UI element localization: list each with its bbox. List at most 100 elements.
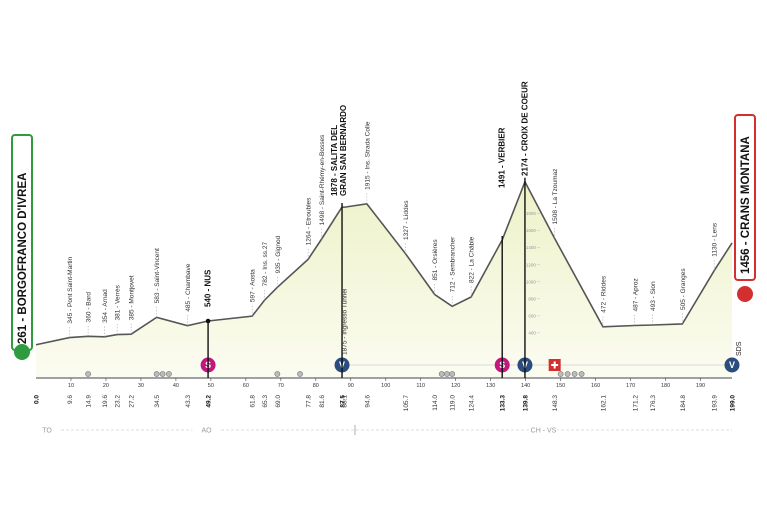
km-label: 27.2 — [129, 395, 136, 408]
icon — [14, 344, 30, 360]
point-label: 822 - La Châble — [469, 236, 476, 283]
y-tick-label: 600 — [528, 313, 536, 318]
km-label: 119.0 — [450, 395, 457, 411]
km-label: 77.8 — [306, 395, 313, 408]
point-dot — [205, 318, 211, 324]
km-label: 0.0 — [34, 395, 41, 404]
km-label: 9.6 — [67, 395, 74, 404]
x-tick-label: 50 — [208, 383, 214, 389]
km-label: 133.3 — [500, 395, 507, 412]
point-label: 345 - Pont Saint-Martin — [67, 256, 74, 323]
y-tick-label: 1600 — [526, 228, 537, 233]
km-label: 176.3 — [650, 395, 657, 412]
x-tick-label: 170 — [626, 383, 635, 389]
point-label: 2174 - CROIX DE COEUR — [520, 81, 529, 176]
km-label: 43.3 — [185, 395, 192, 408]
x-tick-label: 70 — [278, 383, 284, 389]
km-label: 199.0 — [730, 395, 737, 412]
x-tick-label: 80 — [313, 383, 319, 389]
km-label: 61.8 — [250, 395, 257, 408]
marker-dot — [166, 371, 172, 377]
km-label: 162.1 — [600, 395, 607, 412]
region-label: CH - VS — [531, 428, 557, 435]
y-tick-label: 1200 — [526, 262, 537, 267]
endpoint-label: 1456 - CRANS MONTANA — [740, 136, 752, 274]
icon-glyph: V — [729, 360, 735, 370]
x-tick-label: 190 — [696, 383, 705, 389]
y-tick-label: 800 — [528, 296, 536, 301]
marker-dot — [274, 371, 281, 377]
marker-dot — [153, 371, 160, 377]
point-label: 505 - Granges — [680, 268, 687, 310]
marker-dot — [159, 371, 166, 377]
point-label: 1508 - La Tzoumaz — [552, 169, 559, 225]
point-label: 1915 - Ins. Strada Colle — [364, 121, 371, 190]
km-label: 65.3 — [262, 395, 269, 408]
x-tick-label: 100 — [381, 383, 390, 389]
point-label: 597 - Aosta — [250, 269, 257, 302]
km-label: 184.8 — [680, 395, 687, 412]
marker-dot — [449, 371, 456, 377]
point-label: 1491 - VERBIER — [498, 127, 507, 188]
point-label: 1878 - SALITA DEL — [330, 125, 339, 196]
profile-line — [35, 179, 733, 346]
y-tick-label: 400 — [528, 330, 536, 335]
marker-dot — [578, 371, 585, 377]
point-label: 485 - Chambave — [185, 263, 192, 311]
point-label: 712 - Sembrancher — [450, 236, 457, 292]
region-label: AO — [201, 428, 212, 435]
x-tick-label: 20 — [103, 383, 109, 389]
point-label: 487 - Aproz — [632, 278, 639, 311]
point-label: 472 - Riddes — [600, 275, 607, 313]
km-label: 124.4 — [469, 395, 476, 412]
point-label: 782 - Ins. ss.27 — [262, 242, 269, 287]
region-label: TO — [42, 428, 52, 435]
point-label: 935 - Gignod — [275, 235, 282, 273]
marker-dot — [571, 371, 578, 377]
km-label: 81.6 — [319, 395, 326, 408]
km-label: 69.0 — [275, 395, 282, 408]
icon-glyph — [551, 361, 559, 369]
region-bg — [529, 425, 558, 435]
y-tick-label: 1400 — [526, 245, 537, 250]
km-label: 88.1 — [342, 395, 349, 408]
x-tick-label: 10 — [68, 383, 74, 389]
icon — [737, 286, 753, 302]
region-bg — [33, 425, 61, 435]
x-tick-label: 160 — [591, 383, 600, 389]
point-label: GRAN SAN BERNARDO — [339, 105, 348, 196]
point-label: 493 - Sion — [650, 281, 657, 311]
km-label: 49.2 — [206, 395, 213, 408]
point-label: 583 - Saint-Vincent — [154, 248, 161, 303]
km-label: 139.8 — [522, 395, 529, 412]
x-tick-label: 130 — [486, 383, 495, 389]
y-tick-label: 1000 — [526, 279, 537, 284]
x-tick-label: 110 — [416, 383, 425, 389]
region-bg — [192, 425, 221, 435]
km-label: 114.0 — [432, 395, 439, 411]
km-label: 105.7 — [403, 395, 410, 412]
x-tick-label: 60 — [243, 383, 249, 389]
point-label: 360 - Bard — [86, 292, 93, 323]
marker-dot — [85, 371, 92, 377]
point-label: 1327 - Liddes — [403, 200, 410, 240]
point-label: 1130 - Lens — [712, 222, 719, 257]
km-label: 171.2 — [632, 395, 639, 412]
km-label: 193.9 — [712, 395, 719, 412]
x-tick-label: 90 — [348, 383, 354, 389]
endpoint-label: 261 - BORGOFRANCO D'IVREA — [17, 173, 29, 344]
marker-dot — [557, 371, 564, 377]
point-label: 385 - Montjovet — [129, 275, 136, 320]
point-label: 1875 - Ingresso Tunnel — [342, 288, 349, 355]
y-tick-label: 1800 — [526, 211, 537, 216]
km-label: 14.9 — [86, 395, 93, 408]
km-label: 19.6 — [102, 395, 109, 408]
marker-dot — [438, 371, 445, 377]
x-tick-label: 30 — [138, 383, 144, 389]
point-label: 381 - Verrès — [115, 284, 122, 320]
point-label: 851 - Orsières — [432, 239, 439, 281]
km-label: 34.5 — [154, 395, 161, 408]
x-tick-label: 40 — [173, 383, 179, 389]
x-tick-label: 120 — [451, 383, 460, 389]
